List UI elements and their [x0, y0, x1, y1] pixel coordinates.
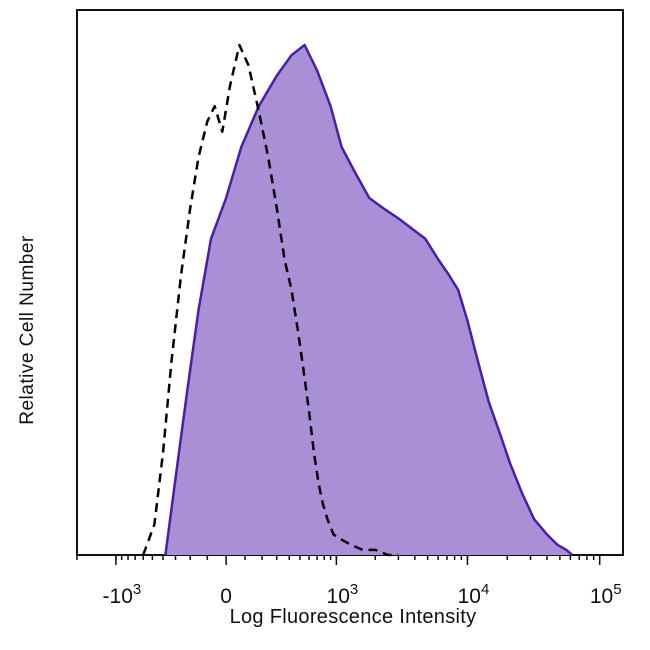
- x-tick-label: -103: [103, 581, 142, 608]
- series-1-line: [164, 43, 574, 556]
- x-tick-label: 105: [590, 581, 622, 608]
- y-axis-label: Relative Cell Number: [17, 235, 38, 425]
- x-tick-label: 104: [458, 581, 490, 608]
- x-tick-label: 0: [220, 585, 232, 608]
- series-0-line: [142, 43, 399, 557]
- series-layer: [142, 43, 574, 557]
- x-axis: -103 0 103 104 105: [76, 555, 622, 608]
- x-tick-label: 103: [327, 581, 359, 608]
- x-axis-label: Log Fluorescence Intensity: [229, 606, 477, 628]
- series-1-area: [165, 45, 573, 555]
